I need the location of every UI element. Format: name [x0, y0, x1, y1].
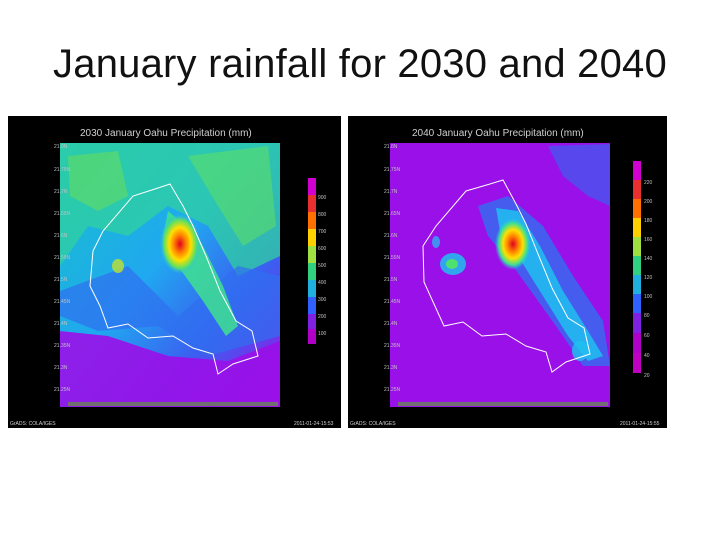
- plot-area: [390, 143, 610, 407]
- svg-text:21.45N: 21.45N: [384, 299, 401, 305]
- rainfall-map-2030: 2030 January Oahu Precipitation (mm) 21.…: [8, 116, 341, 428]
- colorbar-label: 100: [644, 294, 653, 300]
- svg-text:21.7N: 21.7N: [384, 189, 398, 195]
- colorbar-label: 500: [318, 263, 327, 269]
- rainfall-map-2040-plot: 2040 January Oahu Precipitation (mm) 21.…: [350, 128, 660, 427]
- colorbar-label: 400: [318, 280, 327, 286]
- colorbar-label: 300: [318, 297, 327, 303]
- svg-text:21.25N: 21.25N: [54, 387, 71, 393]
- svg-text:21.8N: 21.8N: [54, 144, 68, 150]
- svg-text:21.75N: 21.75N: [54, 167, 71, 173]
- map-footer-right: 2011-01-24-15:53: [294, 421, 334, 427]
- svg-text:21.4N: 21.4N: [384, 321, 398, 327]
- colorbar-label: 200: [318, 314, 327, 320]
- map-footer-left: GrADS: COLA/IGES: [350, 421, 396, 427]
- svg-text:21.8N: 21.8N: [384, 144, 398, 150]
- colorbar: 900 800 700 600 500 400 300 200 100: [308, 178, 327, 344]
- svg-text:21.75N: 21.75N: [384, 167, 401, 173]
- colorbar-label: 700: [318, 229, 327, 235]
- svg-text:21.6N: 21.6N: [384, 233, 398, 239]
- oahu-coastline: [89, 183, 259, 375]
- oahu-coastline: [422, 179, 591, 373]
- rainfall-peak: [160, 214, 200, 274]
- colorbar-label: 160: [644, 237, 653, 243]
- svg-text:21.5N: 21.5N: [54, 277, 68, 283]
- colorbar: 220 200 180 160 140 120 100 80 60 40 20: [633, 161, 653, 379]
- colorbar-label: 20: [644, 373, 650, 379]
- svg-text:21.7N: 21.7N: [54, 189, 68, 195]
- svg-text:21.35N: 21.35N: [384, 343, 401, 349]
- colorbar-label: 180: [644, 218, 653, 224]
- svg-text:21.55N: 21.55N: [384, 255, 401, 261]
- svg-text:21.35N: 21.35N: [54, 343, 71, 349]
- svg-text:21.4N: 21.4N: [54, 321, 68, 327]
- colorbar-label: 800: [318, 212, 327, 218]
- svg-text:21.3N: 21.3N: [54, 365, 68, 371]
- svg-text:21.3N: 21.3N: [384, 365, 398, 371]
- slide-title: January rainfall for 2030 and 2040: [53, 42, 667, 86]
- map-title: 2040 January Oahu Precipitation (mm): [412, 128, 584, 139]
- svg-text:21.6N: 21.6N: [54, 233, 68, 239]
- colorbar-label: 60: [644, 333, 650, 339]
- rainfall-peak: [495, 218, 531, 270]
- colorbar-label: 900: [318, 195, 327, 201]
- colorbar-label: 80: [644, 313, 650, 319]
- rainfall-map-2040: 2040 January Oahu Precipitation (mm) 21.…: [348, 116, 667, 428]
- colorbar-label: 200: [644, 199, 653, 205]
- svg-text:21.5N: 21.5N: [384, 277, 398, 283]
- rainfall-map-2030-plot: 2030 January Oahu Precipitation (mm) 21.…: [10, 128, 334, 427]
- colorbar-label: 220: [644, 180, 653, 186]
- map-title: 2030 January Oahu Precipitation (mm): [80, 128, 252, 139]
- colorbar-label: 40: [644, 353, 650, 359]
- svg-text:21.65N: 21.65N: [384, 211, 401, 217]
- svg-text:21.65N: 21.65N: [54, 211, 71, 217]
- map-footer-left: GrADS: COLA/IGES: [10, 421, 56, 427]
- colorbar-label: 100: [318, 331, 327, 337]
- svg-text:21.45N: 21.45N: [54, 299, 71, 305]
- colorbar-label: 140: [644, 256, 653, 262]
- svg-text:21.25N: 21.25N: [384, 387, 401, 393]
- svg-text:21.55N: 21.55N: [54, 255, 71, 261]
- colorbar-label: 120: [644, 275, 653, 281]
- map-footer-right: 2011-01-24-15:55: [620, 421, 660, 427]
- colorbar-label: 600: [318, 246, 327, 252]
